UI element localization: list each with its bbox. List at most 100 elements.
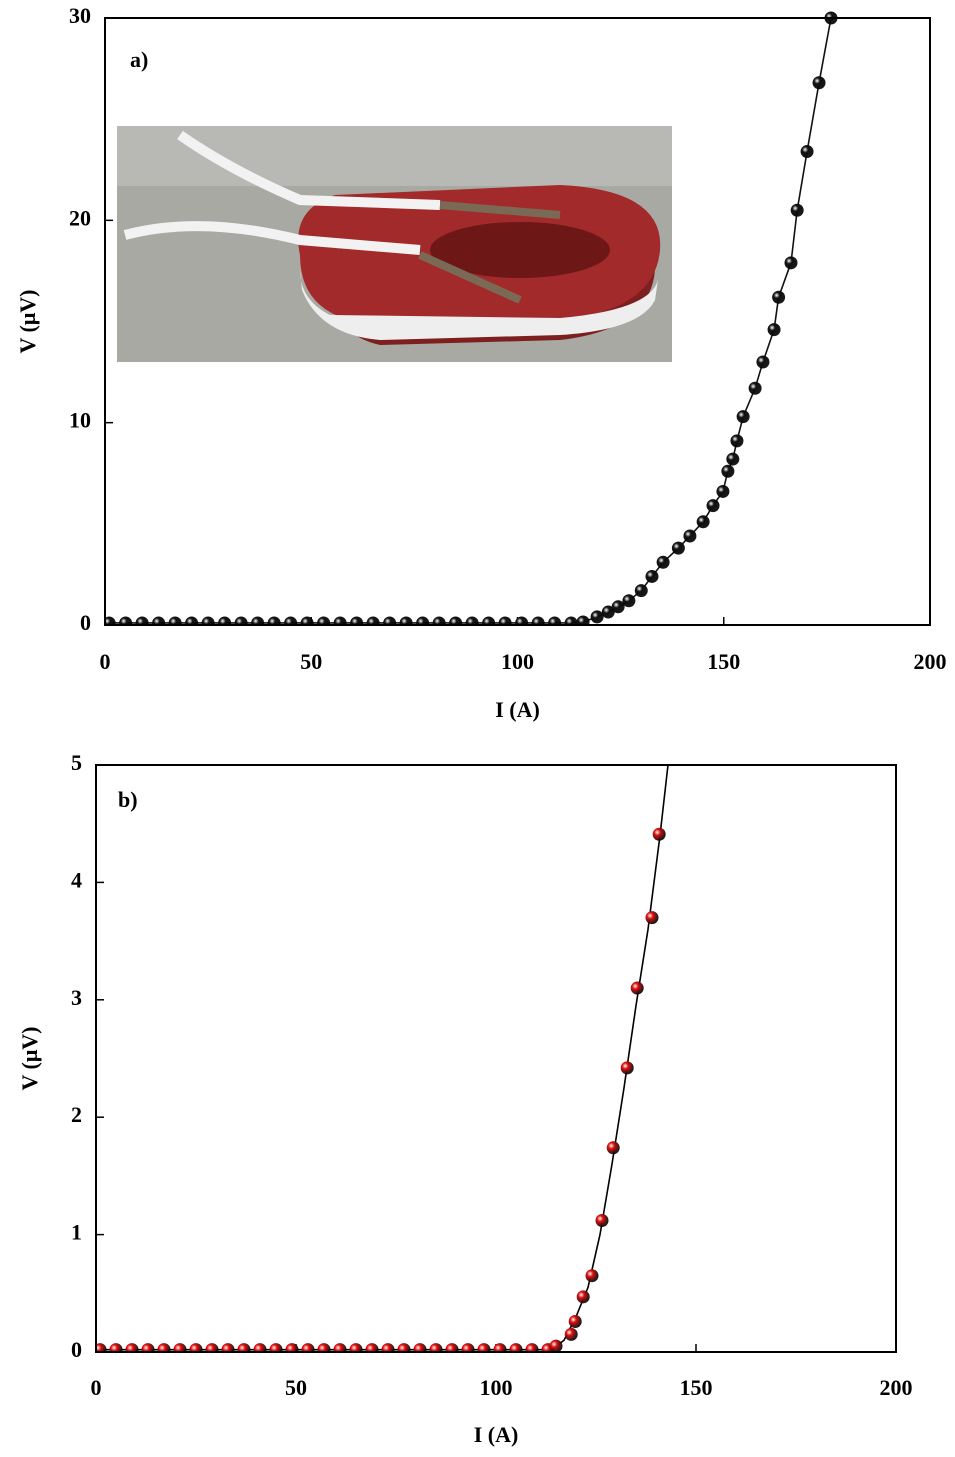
data-point: [645, 911, 659, 925]
data-point: [576, 1290, 590, 1304]
data-point: [189, 1343, 203, 1352]
data-point: [237, 1343, 251, 1352]
x-tick-label: 50: [300, 649, 322, 674]
data-point: [234, 616, 248, 625]
plot-frame: [104, 17, 931, 626]
data-point: [696, 515, 710, 529]
x-tick-label: 50: [285, 1375, 307, 1400]
data-point: [429, 1343, 443, 1352]
data-point: [482, 616, 496, 625]
data-point: [784, 256, 798, 270]
series: [105, 11, 838, 625]
data-point: [531, 616, 545, 625]
x-tick-label: 150: [707, 649, 740, 674]
data-point: [606, 1141, 620, 1155]
y-tick-label: 0: [80, 610, 91, 635]
data-point: [267, 616, 281, 625]
data-point: [576, 615, 590, 625]
x-tick-label: 200: [880, 1375, 913, 1400]
y-tick-label: 1: [71, 1220, 82, 1245]
data-point: [349, 1343, 363, 1352]
data-point: [185, 616, 199, 625]
data-point: [595, 1214, 609, 1228]
data-point: [736, 410, 750, 424]
data-point: [477, 1343, 491, 1352]
data-point: [767, 323, 781, 337]
data-point: [218, 616, 232, 625]
x-tick-label: 150: [680, 1375, 713, 1400]
y-tick-label: 3: [71, 985, 82, 1010]
data-point: [611, 600, 625, 614]
data-point: [549, 1339, 563, 1352]
data-line: [96, 764, 669, 1351]
data-point: [109, 1343, 123, 1352]
data-point: [790, 203, 804, 217]
data-point: [515, 616, 529, 625]
data-point: [317, 616, 331, 625]
y-tick-label: 4: [71, 867, 82, 892]
data-point: [141, 1343, 155, 1352]
data-point: [397, 1343, 411, 1352]
data-point: [301, 1343, 315, 1352]
data-point: [317, 1343, 331, 1352]
data-point: [726, 452, 740, 466]
y-axis-label: V (μV): [17, 1026, 42, 1090]
data-point: [383, 616, 397, 625]
data-point: [548, 616, 562, 625]
data-point: [812, 76, 826, 90]
data-point: [509, 1343, 523, 1352]
data-point: [585, 1269, 599, 1283]
series: [96, 764, 669, 1351]
data-point: [564, 616, 578, 625]
data-point: [620, 1061, 634, 1075]
data-point: [630, 981, 644, 995]
data-point: [269, 1343, 283, 1352]
data-point: [525, 1343, 539, 1352]
data-point: [564, 1327, 578, 1341]
data-point: [449, 616, 463, 625]
data-point: [772, 290, 786, 304]
data-point: [333, 1343, 347, 1352]
data-point: [716, 484, 730, 498]
data-point: [168, 616, 182, 625]
data-point: [634, 584, 648, 598]
data-point: [652, 827, 666, 841]
data-point: [135, 616, 149, 625]
data-point: [105, 616, 116, 625]
x-tick-label: 200: [914, 649, 947, 674]
data-point: [590, 610, 604, 624]
data-point: [461, 1343, 475, 1352]
panel-label: a): [130, 47, 148, 72]
data-point: [284, 616, 298, 625]
data-point: [498, 616, 512, 625]
data-point: [748, 381, 762, 395]
y-tick-label: 20: [69, 205, 91, 230]
data-point: [413, 1343, 427, 1352]
data-point: [756, 355, 770, 369]
y-tick-label: 30: [69, 3, 91, 28]
x-tick-label: 0: [100, 649, 111, 674]
data-point: [706, 499, 720, 513]
data-point: [645, 569, 659, 583]
data-point: [96, 1343, 107, 1352]
plot-frame: [95, 764, 897, 1353]
data-point: [601, 605, 615, 619]
data-point: [721, 464, 735, 478]
data-point: [157, 1343, 171, 1352]
x-axis-label: I (A): [495, 697, 540, 722]
y-tick-label: 0: [71, 1337, 82, 1362]
data-point: [119, 616, 133, 625]
data-point: [445, 1343, 459, 1352]
x-axis-label: I (A): [474, 1422, 519, 1447]
data-point: [333, 616, 347, 625]
panel-label: b): [118, 787, 138, 812]
y-tick-label: 10: [69, 408, 91, 433]
data-point: [399, 616, 413, 625]
data-point: [201, 616, 215, 625]
data-point: [465, 616, 479, 625]
data-point: [365, 1343, 379, 1352]
data-point: [221, 1343, 235, 1352]
data-point: [493, 1343, 507, 1352]
data-point: [656, 555, 670, 569]
